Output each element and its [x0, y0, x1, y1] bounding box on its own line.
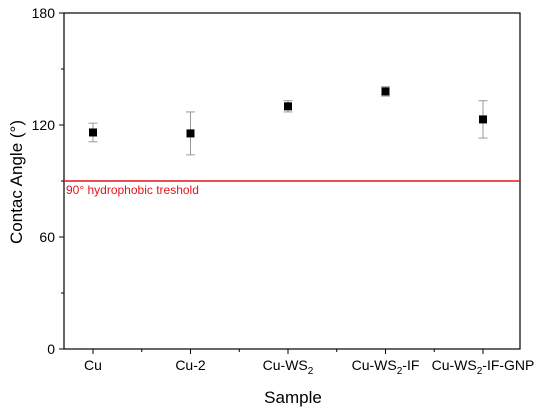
- y-tick-label: 0: [47, 341, 55, 357]
- x-tick-label-base: Cu-WS: [352, 357, 397, 373]
- data-point-group: [186, 111, 195, 156]
- x-tick-label: Cu-2: [175, 357, 206, 373]
- reference-line-group: 90° hydrophobic treshold: [64, 180, 520, 197]
- data-point-group: [88, 122, 98, 143]
- reference-line-label: 90° hydrophobic treshold: [66, 183, 199, 197]
- y-tick-label: 120: [32, 117, 56, 133]
- x-tick-label: Cu-WS2-IF-GNP: [432, 357, 535, 377]
- x-tick-label-base: Cu-WS: [432, 357, 477, 373]
- data-point-group: [283, 100, 293, 113]
- data-point: [186, 129, 195, 138]
- data-point: [284, 102, 292, 111]
- x-tick-label: Cu-WS2: [263, 357, 314, 377]
- data-marks: [88, 86, 488, 156]
- x-tick-label-suffix: -IF-GNP: [482, 357, 534, 373]
- x-tick-label-subscript: 2: [308, 366, 314, 377]
- x-tick-label: Cu-WS2-IF: [352, 357, 420, 377]
- x-tick-label-subscript: 2: [477, 366, 483, 377]
- x-axis-title: Sample: [264, 388, 322, 407]
- data-point: [479, 115, 487, 124]
- data-point-group: [478, 100, 488, 139]
- data-point-group: [381, 86, 390, 97]
- data-point: [381, 87, 390, 96]
- x-tick-label-subscript: 2: [397, 366, 403, 377]
- x-tick-labels: Cu Cu-2 Cu-WS2 Cu-WS2-IF Cu-WS2-IF-GNP: [84, 357, 534, 377]
- x-tick-label: Cu: [84, 357, 102, 373]
- y-axis-title: Contac Angle (°): [7, 120, 26, 244]
- y-tick-label: 60: [39, 229, 55, 245]
- x-tick-label-base: Cu-2: [175, 357, 206, 373]
- data-point: [89, 128, 97, 137]
- y-tick-label: 180: [32, 5, 56, 21]
- x-tick-label-base: Cu: [84, 357, 102, 373]
- x-tick-label-base: Cu-WS: [263, 357, 308, 373]
- x-tick-label-suffix: -IF: [402, 357, 419, 373]
